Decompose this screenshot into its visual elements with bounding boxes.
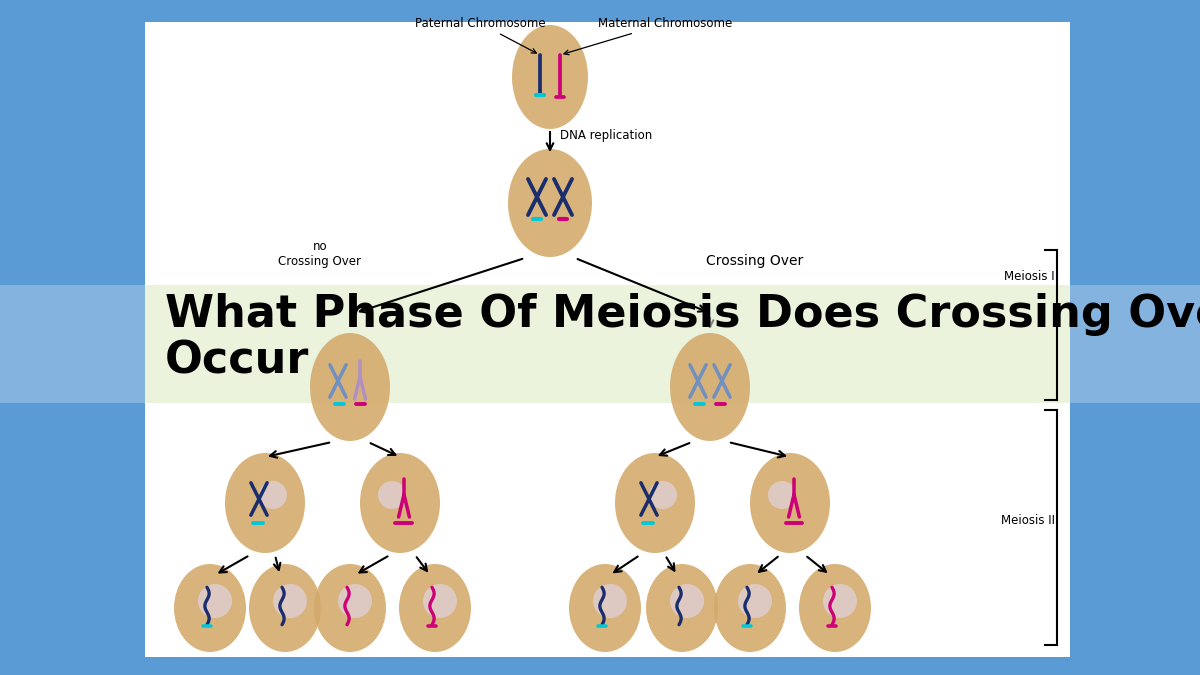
- Ellipse shape: [398, 564, 470, 652]
- Ellipse shape: [508, 149, 592, 257]
- Text: no
Crossing Over: no Crossing Over: [278, 240, 361, 268]
- Ellipse shape: [259, 481, 287, 509]
- Ellipse shape: [422, 584, 457, 618]
- Ellipse shape: [174, 564, 246, 652]
- Ellipse shape: [799, 564, 871, 652]
- Ellipse shape: [738, 584, 772, 618]
- Ellipse shape: [714, 564, 786, 652]
- Text: What Phase Of Meiosis Does Crossing Over
Occur: What Phase Of Meiosis Does Crossing Over…: [166, 293, 1200, 383]
- Bar: [145, 285, 1070, 403]
- FancyBboxPatch shape: [145, 22, 1070, 657]
- Ellipse shape: [198, 584, 232, 618]
- Text: Meiosis I: Meiosis I: [1004, 271, 1055, 284]
- Ellipse shape: [314, 564, 386, 652]
- Ellipse shape: [310, 333, 390, 441]
- Ellipse shape: [649, 481, 677, 509]
- Text: Crossing Over: Crossing Over: [707, 254, 804, 268]
- Ellipse shape: [750, 453, 830, 553]
- Ellipse shape: [616, 453, 695, 553]
- Text: DNA replication: DNA replication: [560, 129, 653, 142]
- Ellipse shape: [823, 584, 857, 618]
- Ellipse shape: [274, 584, 307, 618]
- Ellipse shape: [768, 481, 796, 509]
- Text: Paternal Chromosome: Paternal Chromosome: [415, 17, 546, 53]
- Ellipse shape: [378, 481, 406, 509]
- Ellipse shape: [593, 584, 628, 618]
- Ellipse shape: [670, 333, 750, 441]
- Ellipse shape: [646, 564, 718, 652]
- Bar: [0, 285, 1200, 403]
- Text: Maternal Chromosome: Maternal Chromosome: [564, 17, 732, 55]
- Ellipse shape: [569, 564, 641, 652]
- Ellipse shape: [338, 584, 372, 618]
- Ellipse shape: [670, 584, 704, 618]
- Ellipse shape: [226, 453, 305, 553]
- Ellipse shape: [360, 453, 440, 553]
- Text: Meiosis II: Meiosis II: [1001, 514, 1055, 526]
- Ellipse shape: [250, 564, 322, 652]
- Ellipse shape: [512, 25, 588, 129]
